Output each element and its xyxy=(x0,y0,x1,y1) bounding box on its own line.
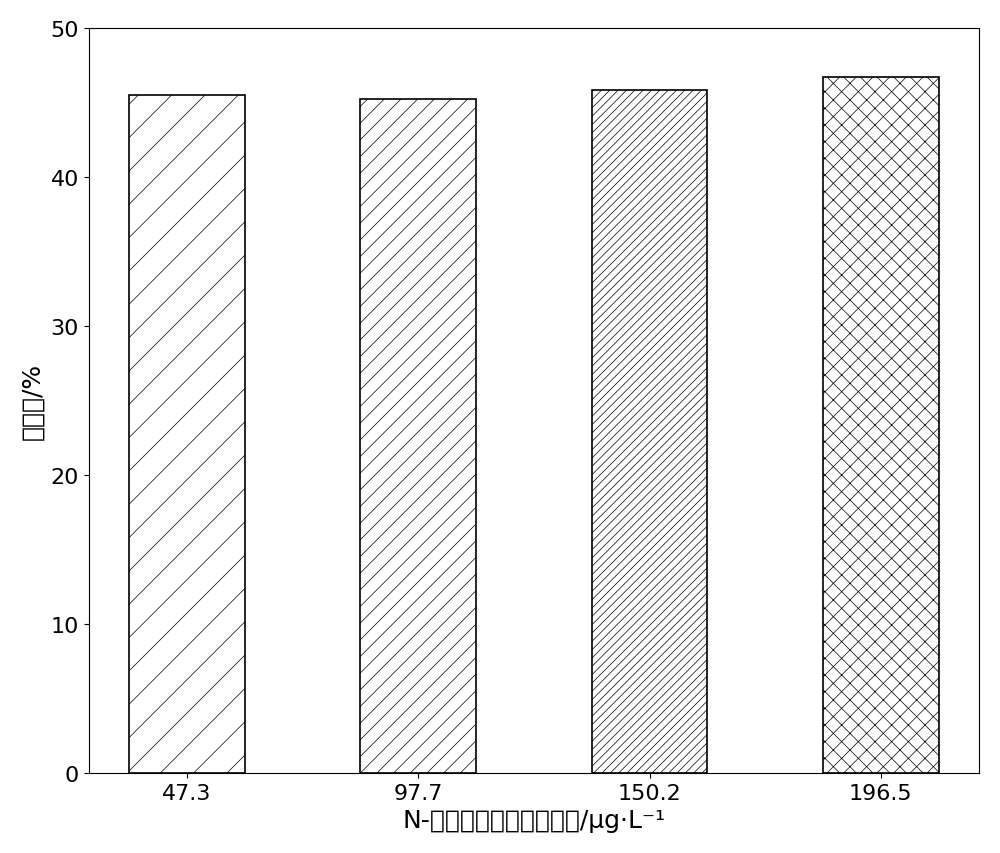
X-axis label: N-亚硝基二甲胺初始浓度/μg·L⁻¹: N-亚硝基二甲胺初始浓度/μg·L⁻¹ xyxy=(402,809,665,833)
Bar xyxy=(823,78,939,773)
Bar xyxy=(360,101,476,773)
Y-axis label: 去除率/%: 去除率/% xyxy=(21,363,45,439)
Bar xyxy=(129,96,245,773)
Bar xyxy=(592,91,707,773)
